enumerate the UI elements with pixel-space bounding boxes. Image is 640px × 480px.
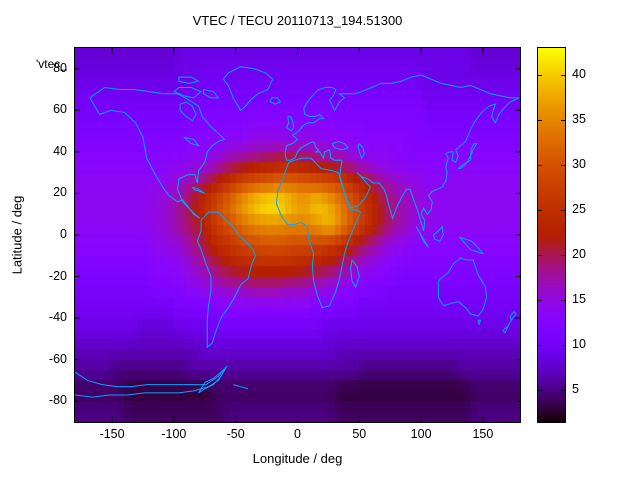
coastline [75, 366, 227, 397]
colorbar-tick-mark [561, 299, 565, 301]
coastline [286, 117, 293, 132]
coastline [197, 212, 255, 347]
coastline [340, 98, 519, 231]
coastline [90, 87, 225, 218]
coastline [270, 98, 280, 104]
coastline [184, 137, 199, 145]
colorbar-tick-mark [538, 119, 542, 121]
colorbar-gradient [538, 48, 565, 422]
coastline [358, 144, 364, 159]
x-tick-label: 100 [410, 427, 432, 441]
coastline [286, 142, 342, 161]
colorbar-tick-label: 10 [572, 337, 586, 352]
colorbar-tick-mark [538, 299, 542, 301]
coastline [458, 144, 477, 169]
x-tick-label: -100 [161, 427, 187, 441]
colorbar-tick-label: 40 [572, 67, 586, 82]
colorbar-tick-label: 35 [572, 112, 586, 127]
coastline [459, 237, 482, 254]
y-tick-label: 80 [53, 60, 67, 75]
y-tick-label: 20 [53, 185, 67, 200]
coastline [276, 158, 360, 308]
plot-area [74, 47, 521, 423]
colorbar [537, 47, 566, 423]
colorbar-tick-mark [561, 74, 565, 76]
x-axis-label: Longitude / deg [252, 451, 343, 466]
x-tick-label: -150 [99, 427, 125, 441]
coastline [478, 320, 480, 324]
colorbar-tick-mark [538, 164, 542, 166]
coastline [174, 87, 201, 97]
colorbar-tick-label: 15 [572, 292, 586, 307]
y-tick-label: -40 [48, 310, 67, 325]
coastline [204, 90, 219, 98]
colorbar-tick-mark [538, 254, 542, 256]
coastline-overlay [75, 48, 520, 422]
colorbar-tick-label: 30 [572, 157, 586, 172]
x-tick-label: -50 [226, 427, 245, 441]
coastline [503, 312, 517, 333]
colorbar-tick-mark [538, 74, 542, 76]
coastline [351, 260, 360, 287]
coastline [179, 77, 199, 83]
colorbar-tick-mark [538, 209, 542, 211]
colorbar-tick-mark [561, 164, 565, 166]
plot-title: VTEC / TECU 20110713_194.51300 [192, 13, 403, 28]
x-tick-label: 150 [472, 427, 494, 441]
y-tick-label: -20 [48, 268, 67, 283]
coastline [180, 102, 196, 121]
coastline [233, 385, 248, 389]
coastline [286, 75, 518, 146]
heatmap-canvas [75, 48, 520, 422]
coastline [416, 227, 428, 248]
colorbar-tick-mark [561, 209, 565, 211]
coastline [192, 187, 204, 193]
colorbar-tick-mark [561, 254, 565, 256]
y-tick-label: -60 [48, 351, 67, 366]
colorbar-tick-label: 20 [572, 247, 586, 262]
coastline [285, 146, 286, 161]
colorbar-tick-mark [561, 119, 565, 121]
coastline [433, 227, 443, 242]
coastline [438, 258, 486, 316]
series-key-label: 'vtec_ [36, 57, 67, 71]
colorbar-tick-mark [561, 389, 565, 391]
x-tick-label: 0 [294, 427, 301, 441]
y-tick-label: -80 [48, 393, 67, 408]
coastline [223, 67, 272, 111]
y-tick-label: 60 [53, 102, 67, 117]
y-tick-label: 0 [60, 227, 67, 241]
colorbar-tick-label: 5 [572, 382, 579, 397]
x-tick-label: 50 [352, 427, 367, 441]
coastline [332, 142, 348, 150]
coastline [199, 368, 226, 393]
colorbar-tick-mark [538, 344, 542, 346]
colorbar-tick-mark [561, 344, 565, 346]
colorbar-tick-mark [538, 389, 542, 391]
y-tick-label: 40 [53, 143, 67, 158]
colorbar-tick-label: 25 [572, 202, 586, 217]
